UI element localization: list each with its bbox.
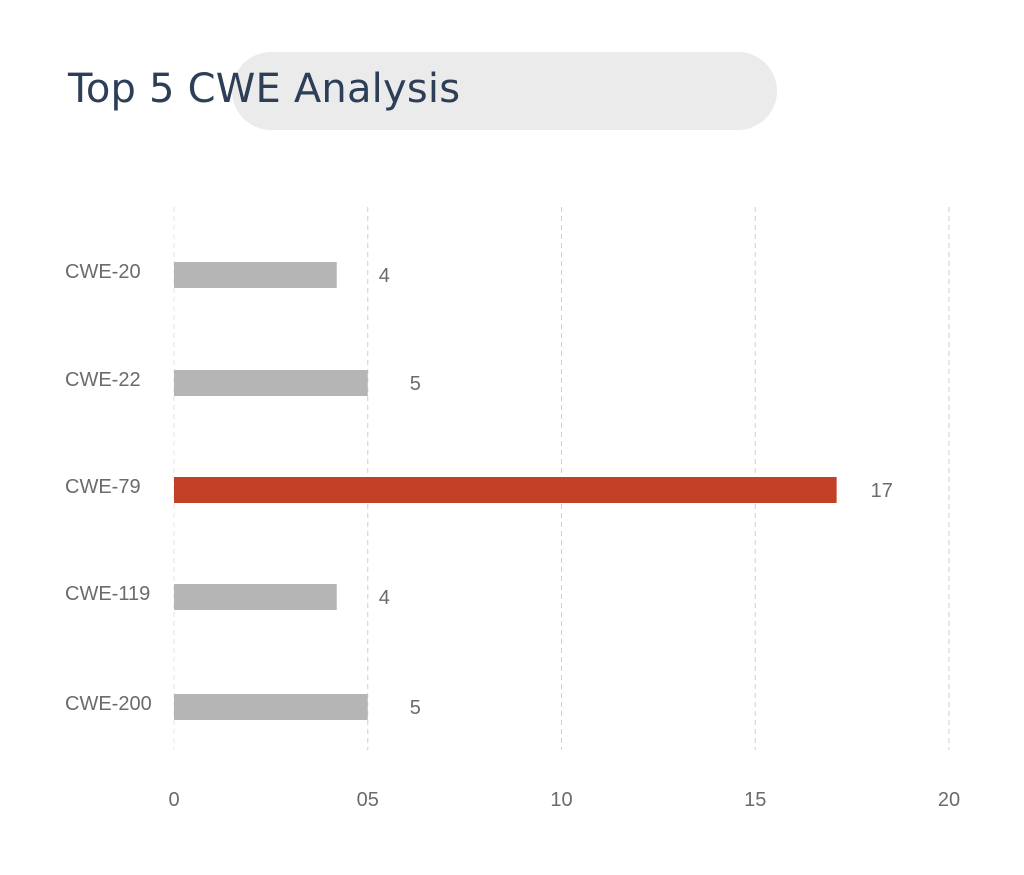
category-label: CWE-22	[65, 369, 141, 391]
x-tick-label: 10	[550, 789, 572, 811]
x-tick-label: 20	[938, 789, 960, 811]
value-label: 17	[871, 480, 893, 502]
category-label: CWE-200	[65, 693, 152, 715]
x-tick-label: 15	[744, 789, 766, 811]
title-highlight-pill	[232, 52, 777, 130]
value-label: 5	[410, 373, 421, 395]
category-label: CWE-20	[65, 261, 141, 283]
value-label: 5	[410, 697, 421, 719]
x-tick-label: 05	[357, 789, 379, 811]
value-label: 4	[379, 265, 390, 287]
chart-title: Top 5 CWE Analysis	[68, 66, 461, 112]
bar	[174, 370, 368, 396]
category-label: CWE-119	[65, 583, 150, 605]
bars	[174, 262, 837, 720]
bar	[174, 262, 337, 288]
x-tick-label: 0	[168, 789, 179, 811]
labels: 0 05 10 15 20 CWE-20 4 CWE-22 5 CWE-79 17 CWE-119 4 C…	[65, 261, 960, 811]
bar	[174, 584, 337, 610]
bar	[174, 694, 368, 720]
value-label: 4	[379, 587, 390, 609]
bar	[174, 477, 837, 503]
category-label: CWE-79	[65, 476, 141, 498]
